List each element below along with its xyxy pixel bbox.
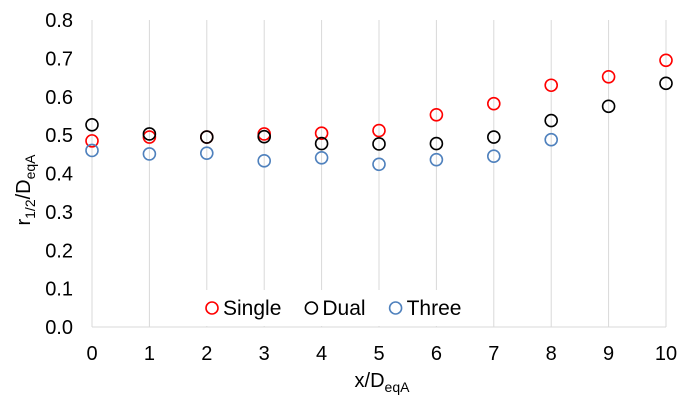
x-tick-label: 4 [316, 343, 327, 365]
y-axis-label: r1/2/DeqA [13, 154, 38, 226]
x-tick-label: 8 [546, 343, 557, 365]
legend: Single Dual Three [205, 297, 462, 320]
y-tick-label: 0.6 [45, 87, 73, 109]
point-single-5 [372, 123, 386, 138]
point-three-0 [85, 143, 99, 158]
x-tick-label: 7 [488, 343, 499, 365]
point-dual-2 [200, 130, 214, 144]
point-single-10 [659, 53, 673, 68]
x-axis-label: x/DeqA [355, 370, 411, 395]
y-tick-label: 0.2 [45, 240, 73, 262]
y-tick-label: 0.0 [45, 317, 73, 339]
legend-label-three: Three [407, 297, 462, 320]
point-three-8 [544, 132, 559, 147]
legend-marker-dual [304, 301, 319, 315]
data-points [85, 53, 673, 172]
x-tick-label: 3 [259, 343, 270, 365]
x-tick-label: 0 [86, 343, 97, 365]
y-tick-label: 0.8 [45, 10, 73, 32]
point-dual-4 [314, 136, 329, 151]
grid-lines [91, 20, 667, 328]
point-dual-0 [85, 117, 99, 132]
y-tick-label: 0.4 [45, 164, 73, 186]
point-three-2 [200, 146, 214, 160]
x-tick-label: 1 [144, 343, 155, 365]
legend-background [196, 290, 466, 326]
point-single-6 [429, 107, 444, 122]
point-dual-6 [429, 136, 444, 151]
point-single-8 [544, 78, 559, 93]
point-three-5 [372, 157, 386, 172]
point-single-7 [486, 96, 501, 111]
legend-label-single: Single [223, 297, 281, 320]
point-dual-8 [544, 113, 559, 128]
point-single-9 [601, 69, 616, 84]
legend-item-dual: Dual [304, 297, 366, 320]
point-dual-5 [372, 137, 386, 151]
point-three-1 [142, 147, 157, 161]
point-three-3 [257, 154, 272, 168]
point-dual-10 [659, 76, 673, 91]
legend-marker-three [388, 301, 403, 315]
x-tick-label: 5 [373, 343, 384, 365]
point-dual-9 [601, 99, 616, 114]
x-tick-label: 10 [655, 343, 677, 365]
y-tick-label: 0.3 [45, 202, 73, 224]
legend-label-dual: Dual [322, 297, 365, 320]
point-three-4 [314, 150, 329, 165]
x-tick-label: 2 [201, 343, 212, 365]
legend-marker-single [205, 301, 219, 315]
point-dual-1 [142, 127, 157, 141]
x-tick-label: 6 [431, 343, 442, 365]
legend-item-three: Three [388, 297, 462, 320]
point-three-6 [429, 152, 444, 167]
legend-item-single: Single [205, 297, 281, 320]
point-dual-3 [257, 129, 272, 144]
y-tick-label: 0.5 [45, 125, 73, 147]
y-tick-label: 0.7 [45, 48, 73, 70]
y-tick-label: 0.1 [45, 279, 73, 301]
point-single-0 [85, 134, 99, 148]
point-three-7 [486, 149, 501, 164]
point-single-4 [314, 126, 329, 141]
y-tick-labels: 0.0 0.1 0.2 0.3 0.4 0.5 0.6 0.7 0.8 [45, 10, 73, 339]
point-dual-7 [486, 130, 501, 144]
x-tick-labels: 0 1 2 3 4 5 6 7 8 9 10 [86, 343, 677, 365]
x-tick-label: 9 [603, 343, 614, 365]
